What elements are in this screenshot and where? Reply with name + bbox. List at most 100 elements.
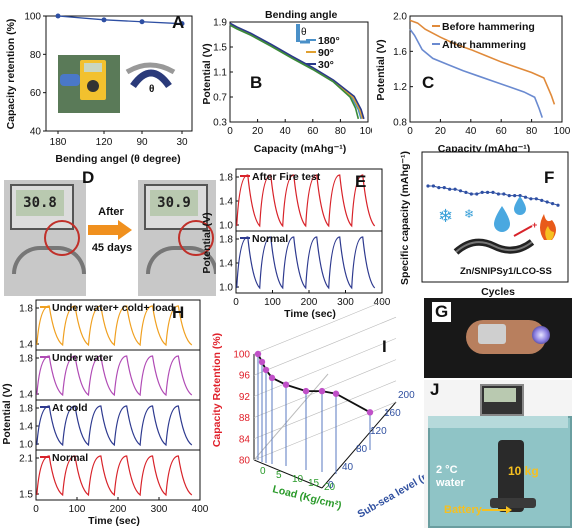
z-gridline <box>327 338 397 367</box>
data-point <box>302 387 310 395</box>
water-drop-icon <box>494 196 526 232</box>
panel-a-label: A <box>172 13 184 32</box>
z-tick-label: 80 <box>239 456 251 467</box>
y-tick-label: 0.3 <box>213 118 227 129</box>
legend-entry: Under water <box>52 352 113 364</box>
panel-b-ylabel: Potential (V) <box>201 43 213 104</box>
snowflake-icon: ❄ <box>438 206 453 226</box>
cell-label: Zn/SNIPSy1/LCO-SS <box>460 266 552 277</box>
y-tick-label: 2.1 <box>19 454 33 465</box>
y-tick-label: 0.8 <box>393 118 407 129</box>
data-point <box>540 198 544 202</box>
panel-b-plot: 0 20 40 60 80 100 1.9 1.5 1.1 0.7 0.3 180°90°30° <box>213 18 372 138</box>
data-point <box>513 194 517 198</box>
y-tick-label: 1.0 <box>219 283 233 294</box>
y-tick-label: 1.4 <box>219 197 233 208</box>
z-gridline <box>327 316 397 346</box>
panel-e-plot: 1.8 1.4 1.0 After Fire test 1.8 1.4 1.0 Normal 0… <box>219 168 390 308</box>
y-tick-label: 160 <box>384 408 401 419</box>
x-tick-label: 120 <box>96 137 113 148</box>
y-tick-label: 1.4 <box>19 422 33 433</box>
legend-entry: At cold <box>52 402 88 414</box>
x-tick-label: 5 <box>276 470 282 481</box>
x-tick-label: 0 <box>407 126 413 137</box>
x-tick-label: 100 <box>264 297 281 308</box>
y-tick-label: 1.5 <box>213 43 227 54</box>
legend-entry: 90° <box>318 47 334 59</box>
y-tick-label: 0.7 <box>213 93 227 104</box>
x-tick-label: 0 <box>260 466 266 477</box>
panel-d-label: D <box>82 168 95 187</box>
y-tick-label: 1.5 <box>19 490 33 501</box>
y-tick-label: 1.8 <box>19 354 33 365</box>
data-point <box>469 192 473 196</box>
bend-angle-icon: θ <box>296 24 310 44</box>
data-point <box>550 202 555 206</box>
x-tick-label: 300 <box>151 504 168 515</box>
series-line <box>236 174 376 228</box>
panel-j: J 2 °C water 10 kg Battery <box>424 380 572 528</box>
y-tick-label: 100 <box>24 12 41 23</box>
panel-h-plot: 1.8 1.4 Under water+ cold+ load 1.8 1.4 Under… <box>19 299 209 515</box>
data-point <box>366 409 374 416</box>
data-point <box>437 186 441 190</box>
data-point <box>268 374 276 382</box>
photo-before: 30.8 <box>4 180 86 296</box>
axes-frame <box>409 15 563 123</box>
data-point <box>332 390 340 397</box>
x-tick-label: 10 <box>292 474 304 485</box>
panel-f: F Specific capacity (mAhg⁻¹) Cycles ❄ ❄ … <box>399 151 569 298</box>
legend-entry: Normal <box>52 452 88 464</box>
battery-label: Battery <box>444 504 482 516</box>
bent-battery-icon: θ <box>125 62 176 95</box>
panel-e-label: E <box>355 172 366 191</box>
snowflake-small-icon: ❄ <box>464 207 474 221</box>
panel-a-ylabel: Capacity retention (%) <box>5 19 17 130</box>
z-gridline <box>253 323 329 355</box>
axes-frame <box>45 15 193 132</box>
photo-after: 30.9 <box>138 180 216 296</box>
legend-entry: Under water+ cold+ load <box>52 302 174 314</box>
data-point <box>442 186 446 190</box>
data-point <box>431 184 436 188</box>
y-tick-label: 40 <box>342 462 354 473</box>
legend-entry: Before hammering <box>442 21 535 33</box>
panel-h-label: H <box>172 303 184 322</box>
y-tick-label: 1.8 <box>19 304 33 315</box>
x-tick-label: 0 <box>227 126 233 137</box>
data-point <box>258 358 266 366</box>
panel-h: 1.8 1.4 Under water+ cold+ load 1.8 1.4 Under… <box>1 299 209 527</box>
panel-j-label: J <box>430 380 440 399</box>
cell-plus-label: + <box>532 220 537 230</box>
panel-c: 0 20 40 60 80 100 2.0 1.6 1.2 0.8 Before hammering… <box>375 12 571 156</box>
y-tick-label: 40 <box>30 127 42 138</box>
panel-d: 30.8 D After 45 days 30.9 <box>4 168 216 298</box>
x-tick-label: 40 <box>465 126 477 137</box>
series-line <box>409 28 543 118</box>
x-tick-label: 0 <box>233 297 239 308</box>
theta-label: θ <box>149 84 154 95</box>
x-tick-label: 60 <box>496 126 508 137</box>
x-tick-label: 200 <box>301 297 318 308</box>
y-tick-label: 1.8 <box>219 235 233 246</box>
data-point <box>179 21 185 27</box>
data-point <box>453 187 457 191</box>
data-point <box>507 194 511 198</box>
series-line <box>57 15 183 25</box>
data-point <box>254 350 262 358</box>
legend-theta: θ <box>301 27 307 38</box>
data-point <box>496 192 501 196</box>
x-tick-label: 400 <box>374 297 390 308</box>
x-tick-label: 30 <box>176 137 188 148</box>
panel-b-legend-title: Bending angle <box>265 9 337 21</box>
y-tick-label: 1.2 <box>393 82 407 93</box>
y-tick-label: 120 <box>370 426 387 437</box>
series-line <box>36 305 193 347</box>
panel-a-plot: 100 80 60 40 180 120 90 30 <box>24 12 193 148</box>
panel-i-label: I <box>382 337 387 356</box>
series-line <box>229 22 365 120</box>
y-tick-label: 1.0 <box>219 221 233 232</box>
z-gridline <box>327 300 388 325</box>
